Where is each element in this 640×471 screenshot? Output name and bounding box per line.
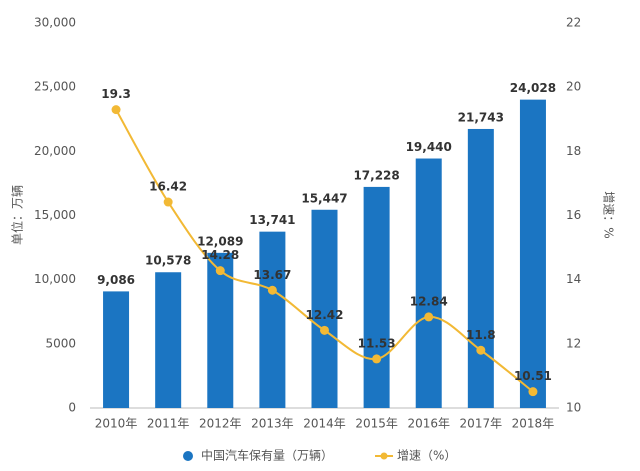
y-tick-label: 30,000 [34,16,76,30]
legend-label: 增速（%） [397,449,456,463]
y-axis-label: 单位：万辆 [10,185,25,245]
line-point [372,354,382,364]
line-point [215,266,225,276]
line-point [320,325,329,335]
bar-value-label: 21,743 [458,110,504,124]
x-tick-label: 2016年 [407,417,450,431]
bar-value-label: 19,440 [406,140,452,154]
x-tick-label: 2011年 [147,417,190,431]
bar [103,291,130,408]
line-value-label: 10.51 [514,369,552,383]
line-value-label: 19.3 [101,87,131,101]
bar-value-label: 13,741 [249,213,295,227]
bar [259,231,286,408]
y-tick-label: 20,000 [34,144,76,158]
y2-tick-label: 12 [566,336,581,350]
y-tick-label: 10,000 [34,272,76,286]
line-value-label: 11.8 [466,328,496,342]
y2-tick-label: 16 [566,208,581,222]
line-point [424,312,434,322]
y-tick-label: 5000 [45,336,76,350]
bar [467,128,494,408]
bar [311,209,338,408]
bar [415,158,442,408]
line-point [267,285,277,295]
line-value-label: 14.28 [201,248,239,262]
line-value-label: 12.84 [410,294,448,308]
bar-value-label: 17,228 [353,168,399,182]
x-tick-label: 2014年 [303,417,346,431]
bar-value-label: 9,086 [97,273,135,287]
line-point [528,387,538,397]
line-point [476,345,486,355]
bar [207,252,234,408]
legend-swatch [183,451,193,461]
bar-value-label: 15,447 [301,191,347,205]
legend-label: 中国汽车保有量（万辆） [201,448,333,463]
line-value-label: 12.42 [306,308,344,322]
y-tick-label: 0 [68,401,76,415]
bar [155,272,182,408]
line-value-label: 11.53 [358,336,396,350]
y2-axis-label: 增速：% [602,191,616,238]
bar-value-label: 12,089 [197,234,243,248]
y2-tick-label: 20 [566,80,581,94]
bar [363,186,390,408]
line-point [163,197,173,207]
line-point [111,105,121,115]
bar-value-label: 10,578 [145,254,191,268]
y2-tick-label: 14 [566,272,581,286]
x-tick-label: 2018年 [512,417,555,431]
y-tick-label: 25,000 [34,80,76,94]
x-tick-label: 2012年 [199,417,242,431]
y2-tick-label: 22 [566,16,581,30]
line-value-label: 13.67 [253,268,291,282]
x-tick-label: 2010年 [95,417,138,431]
y2-tick-label: 10 [566,401,581,415]
x-tick-label: 2015年 [355,417,398,431]
bar [519,99,546,409]
y-tick-label: 15,000 [34,208,76,222]
x-tick-label: 2013年 [251,417,294,431]
bar-value-label: 24,028 [510,81,556,95]
y2-tick-label: 18 [566,144,581,158]
line-value-label: 16.42 [149,180,187,194]
x-tick-label: 2017年 [460,417,503,431]
legend-swatch [380,452,388,460]
